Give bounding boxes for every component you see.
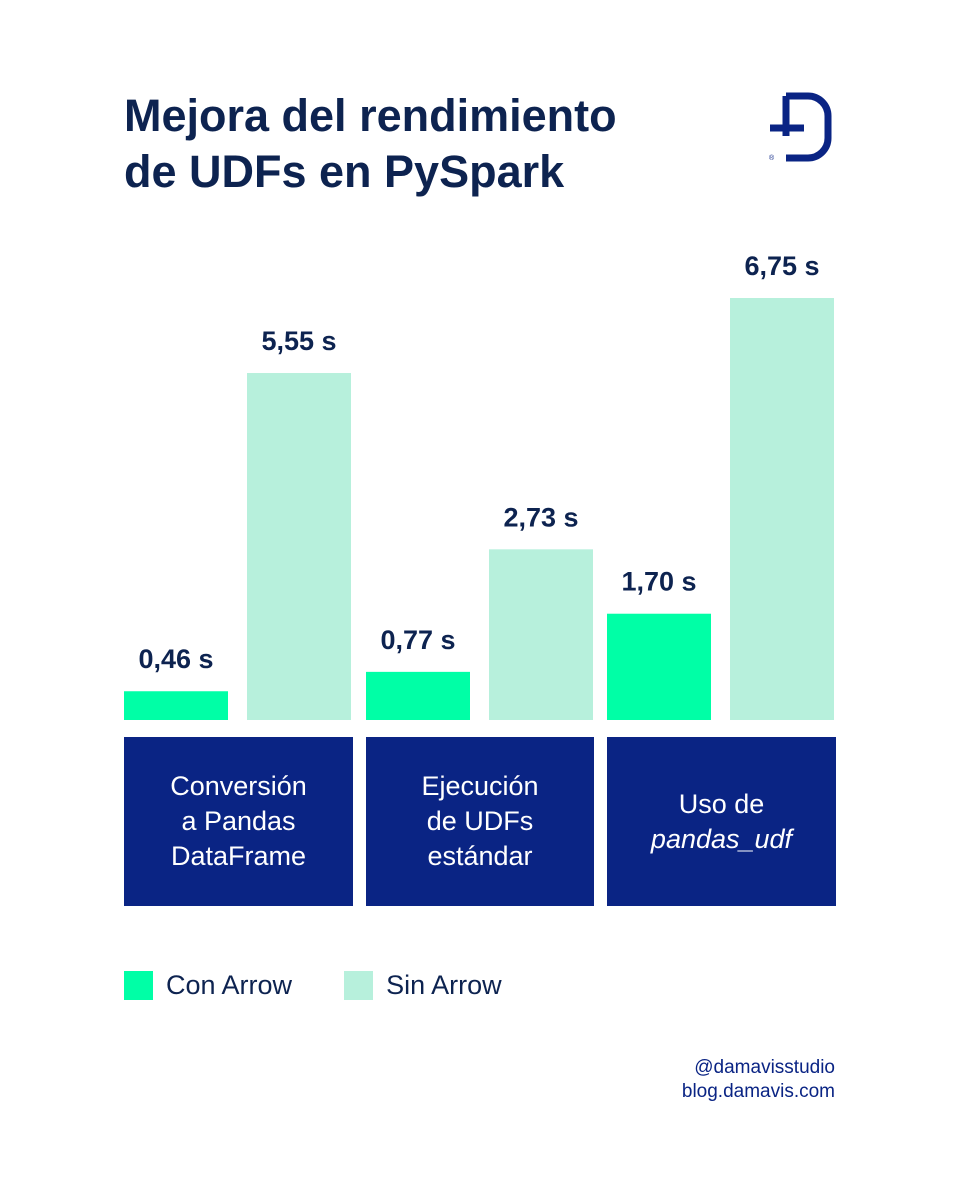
legend-item-con-arrow: Con Arrow — [124, 970, 292, 1001]
category-label-1-line-2: de UDFs — [426, 806, 534, 836]
chart-title-line-2: de UDFs en PySpark — [124, 146, 565, 197]
data-label-con-arrow-0: 0,46 s — [138, 644, 213, 674]
bar-sin-arrow-0 — [247, 373, 351, 720]
damavis-logo-icon: ® — [769, 92, 832, 162]
bar-con-arrow-0 — [124, 691, 228, 720]
category-label-1-line-1: Ejecución — [421, 771, 539, 801]
category-label-1: Ejecución de UDFs estándar — [366, 737, 594, 906]
legend: Con Arrow Sin Arrow — [124, 970, 554, 1001]
registered-mark: ® — [769, 154, 775, 162]
footer-site: blog.damavis.com — [681, 1081, 835, 1102]
category-label-2: Uso de pandas_udf — [607, 737, 836, 906]
footer-handle: @damavisstudio — [694, 1057, 835, 1078]
category-label-0: Conversión a Pandas DataFrame — [124, 737, 353, 906]
category-label-0-line-3: DataFrame — [170, 841, 307, 871]
legend-label-sin-arrow: Sin Arrow — [386, 970, 502, 1000]
data-label-sin-arrow-2: 6,75 s — [744, 251, 819, 281]
category-label-0-line-1: Conversión — [170, 771, 307, 801]
footer: @damavisstudio blog.damavis.com — [682, 1056, 835, 1104]
bar-sin-arrow-1 — [489, 549, 593, 720]
chart-title-line-1: Mejora del rendimiento — [124, 90, 617, 141]
data-label-sin-arrow-1: 2,73 s — [503, 502, 578, 532]
category-label-1-line-3: estándar — [427, 841, 533, 871]
data-label-con-arrow-1: 0,77 s — [380, 625, 455, 655]
data-label-con-arrow-2: 1,70 s — [621, 567, 696, 597]
bar-sin-arrow-2 — [730, 298, 834, 720]
chart-title: Mejora del rendimiento de UDFs en PySpar… — [124, 88, 684, 200]
legend-swatch-sin-arrow — [344, 971, 374, 1000]
category-label-2-line-2: pandas_udf — [650, 823, 793, 854]
category-label-2-line-1: Uso de — [678, 788, 765, 819]
legend-swatch-con-arrow — [124, 971, 153, 1000]
bar-chart: 0,46 s 0,77 s 1,70 s 5,55 s 2,73 s 6,75 s — [124, 251, 834, 720]
bar-con-arrow-1 — [366, 671, 470, 720]
data-label-sin-arrow-0: 5,55 s — [261, 326, 336, 356]
category-label-0-line-2: a Pandas — [181, 806, 296, 836]
bar-con-arrow-2 — [607, 613, 711, 720]
legend-label-con-arrow: Con Arrow — [166, 970, 293, 1000]
legend-item-sin-arrow: Sin Arrow — [344, 970, 502, 1001]
